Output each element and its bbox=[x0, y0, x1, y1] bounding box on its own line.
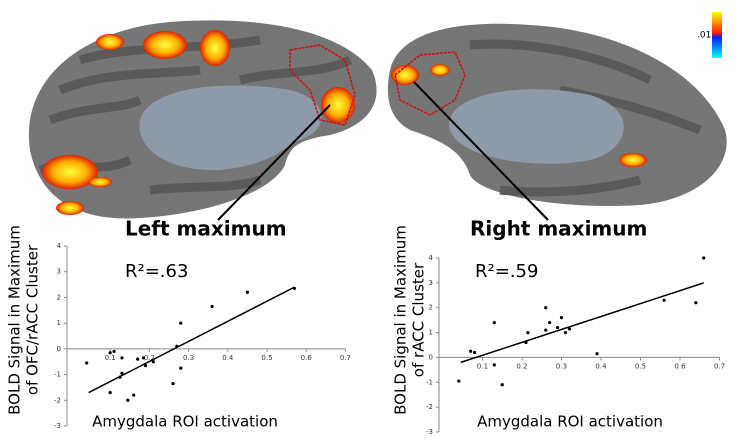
y-axis-label: BOLD Signal in Maximum bbox=[392, 225, 410, 415]
point bbox=[595, 352, 599, 356]
point bbox=[702, 256, 706, 260]
x-tick-label: 0.3 bbox=[183, 354, 194, 362]
y-tick-label: 4 bbox=[429, 254, 434, 262]
point bbox=[136, 357, 140, 361]
point bbox=[548, 321, 552, 325]
point bbox=[469, 349, 473, 353]
point bbox=[141, 356, 146, 360]
point bbox=[171, 381, 175, 386]
point bbox=[210, 304, 214, 309]
x-tick-label: 0.6 bbox=[674, 362, 686, 370]
y-tick-label: -3 bbox=[54, 422, 61, 430]
point bbox=[132, 393, 136, 397]
trendline bbox=[460, 282, 704, 364]
y-axis-label: of rACC Cluster bbox=[410, 262, 428, 377]
y-tick-label: 2 bbox=[429, 304, 433, 312]
x-tick-label: 0.1 bbox=[477, 362, 488, 370]
y-tick-label: -1 bbox=[426, 378, 433, 386]
x-axis-label: Amygdala ROI activation bbox=[92, 413, 278, 431]
point bbox=[151, 360, 155, 364]
right-brain bbox=[387, 23, 727, 206]
x-tick-label: 0.7 bbox=[340, 354, 351, 362]
annotation: Left maximum bbox=[125, 217, 287, 241]
colorbar-label: .01 bbox=[697, 31, 711, 41]
point bbox=[179, 321, 183, 325]
y-tick-label: 4 bbox=[57, 242, 62, 250]
point bbox=[120, 356, 124, 360]
point bbox=[500, 383, 504, 387]
x-tick-label: 0.6 bbox=[301, 354, 313, 362]
point bbox=[457, 379, 461, 383]
point bbox=[473, 350, 477, 355]
y-tick-label: 1 bbox=[57, 319, 61, 327]
point bbox=[555, 326, 560, 330]
y-tick-label: 2 bbox=[57, 293, 61, 301]
leader-line bbox=[217, 104, 331, 221]
point bbox=[694, 301, 698, 305]
y-tick-label: -1 bbox=[54, 371, 61, 379]
y-tick-label: -2 bbox=[54, 396, 61, 404]
x-tick-label: 0.2 bbox=[144, 354, 155, 362]
point bbox=[526, 330, 530, 335]
point bbox=[120, 371, 124, 375]
point bbox=[143, 363, 148, 368]
point bbox=[179, 366, 183, 370]
point bbox=[112, 349, 116, 354]
point bbox=[544, 328, 548, 332]
point bbox=[492, 363, 496, 367]
x-tick-label: 0.3 bbox=[556, 362, 567, 370]
y-tick-label: 3 bbox=[57, 268, 61, 276]
y-tick-label: 3 bbox=[429, 279, 433, 287]
point bbox=[544, 306, 548, 310]
x-tick-label: 0.1 bbox=[105, 354, 116, 362]
x-tick-label: 0.5 bbox=[261, 354, 272, 362]
r-squared: R²=.63 bbox=[125, 261, 188, 282]
point bbox=[126, 398, 130, 402]
y-axis-label: of OFC/rACC Cluster bbox=[24, 244, 42, 395]
point bbox=[85, 361, 89, 365]
annotation: Right maximum bbox=[470, 217, 647, 241]
point bbox=[662, 298, 666, 302]
point bbox=[563, 330, 568, 335]
r-squared: R²=.59 bbox=[475, 261, 538, 282]
y-tick-label: -3 bbox=[426, 428, 433, 436]
point bbox=[559, 316, 564, 320]
x-axis-label: Amygdala ROI activation bbox=[477, 413, 663, 431]
left-brain bbox=[28, 20, 377, 219]
y-tick-label: 1 bbox=[429, 329, 433, 337]
point bbox=[108, 390, 112, 395]
point bbox=[108, 351, 112, 355]
x-tick-label: 0.2 bbox=[516, 362, 527, 370]
x-tick-label: 0.7 bbox=[714, 362, 725, 370]
y-axis-label: BOLD Signal in Maximum bbox=[6, 225, 24, 415]
x-tick-label: 0.5 bbox=[635, 362, 646, 370]
point bbox=[245, 290, 249, 294]
x-tick-label: 0.4 bbox=[595, 362, 607, 370]
leader-line bbox=[413, 81, 549, 221]
x-tick-label: 0.4 bbox=[222, 354, 234, 362]
trendline bbox=[88, 286, 295, 394]
y-tick-label: 0 bbox=[429, 353, 433, 361]
point bbox=[567, 327, 572, 331]
colorbar bbox=[712, 12, 722, 58]
point bbox=[492, 321, 496, 325]
y-tick-label: -2 bbox=[426, 403, 433, 411]
y-tick-label: 0 bbox=[57, 345, 61, 353]
